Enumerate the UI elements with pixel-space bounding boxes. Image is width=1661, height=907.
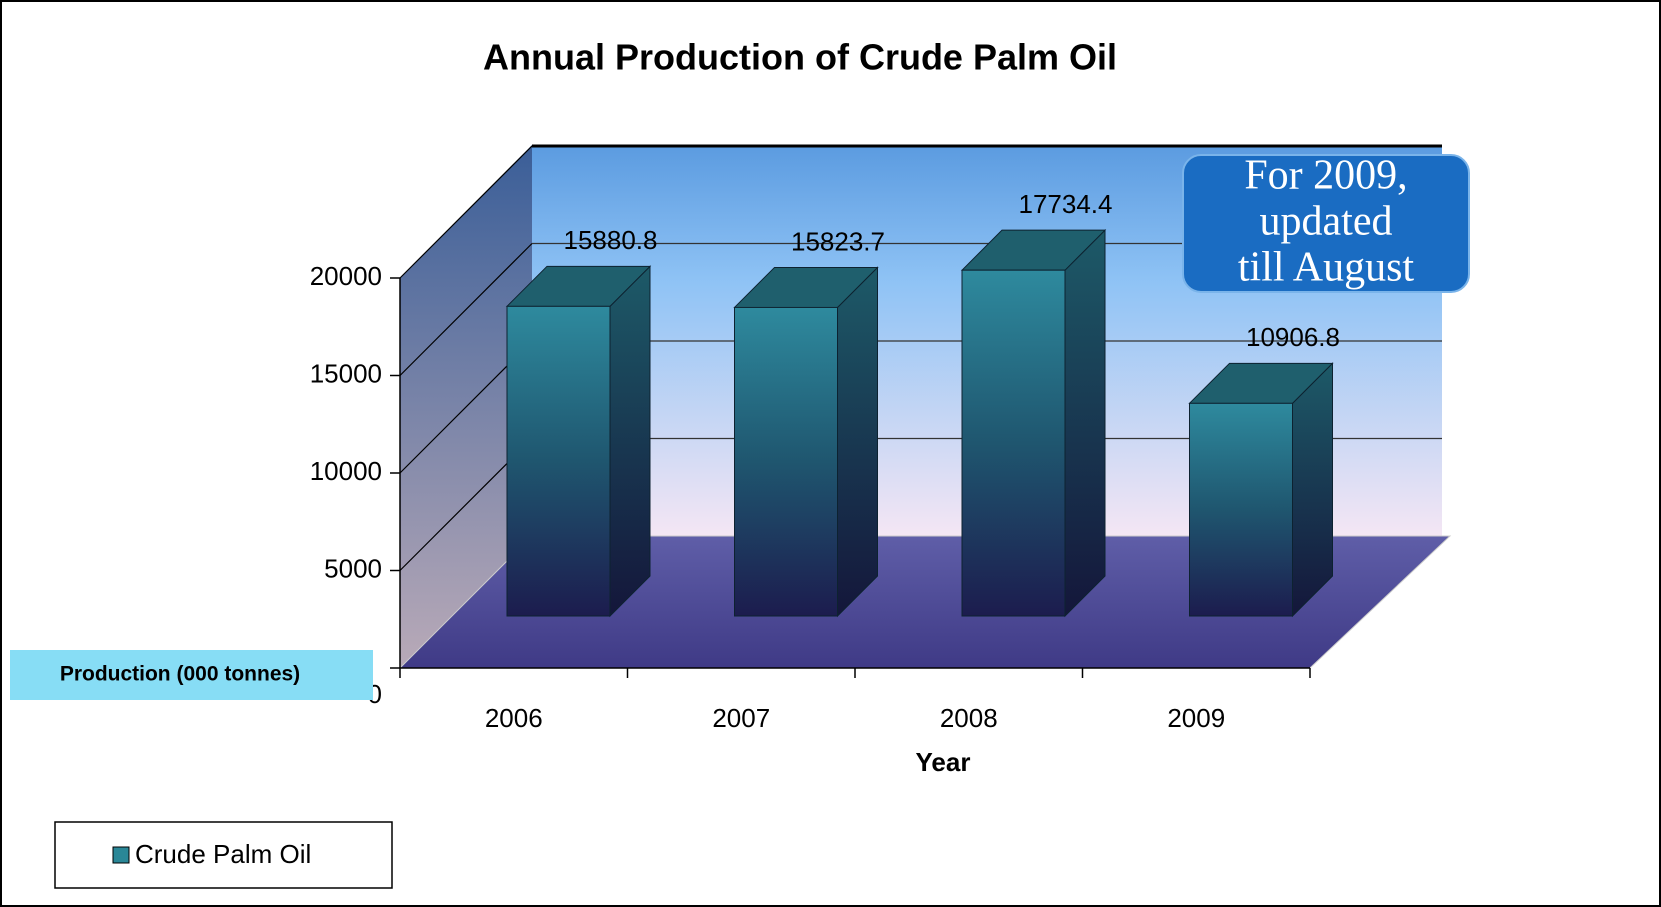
legend-label: Crude Palm Oil — [135, 839, 311, 869]
y-tick-label: 5000 — [324, 553, 382, 583]
bar — [734, 306, 838, 617]
y-tick-label: 15000 — [310, 358, 382, 388]
x-tick-label: 2009 — [1167, 703, 1225, 733]
bar — [1189, 402, 1293, 617]
data-label: 15880.8 — [564, 225, 658, 255]
plot-area: 05000100001500020000200615880.8200715823… — [310, 144, 1452, 733]
x-axis-label: Year — [916, 747, 971, 777]
y-label-box — [10, 650, 373, 700]
data-label: 10906.8 — [1246, 322, 1340, 352]
y-tick-label: 20000 — [310, 261, 382, 291]
legend — [54, 821, 393, 889]
y-axis-label: Production (000 tonnes) — [60, 663, 300, 686]
legend-swatch — [112, 846, 130, 864]
annotation-box — [1182, 154, 1470, 293]
bar-side — [837, 266, 878, 618]
chart-title: Annual Production of Crude Palm Oil — [483, 37, 1117, 78]
y-tick-label: 10000 — [310, 456, 382, 486]
bar-side — [609, 265, 651, 618]
data-label: 15823.7 — [791, 226, 885, 256]
bar — [506, 305, 611, 617]
grid-line — [399, 243, 533, 376]
bar — [961, 269, 1066, 617]
x-tick-label: 2008 — [940, 703, 998, 733]
annotation-text: For 2009, — [1244, 153, 1407, 199]
x-tick-label: 2006 — [485, 703, 543, 733]
grid-line — [399, 145, 533, 279]
bar-side — [1292, 362, 1333, 618]
bar-side — [1064, 228, 1106, 618]
annotation-text: updated — [1260, 199, 1393, 245]
x-tick-label: 2007 — [712, 703, 770, 733]
data-label: 17734.4 — [1019, 189, 1113, 219]
annotation-text: till August — [1238, 245, 1415, 291]
